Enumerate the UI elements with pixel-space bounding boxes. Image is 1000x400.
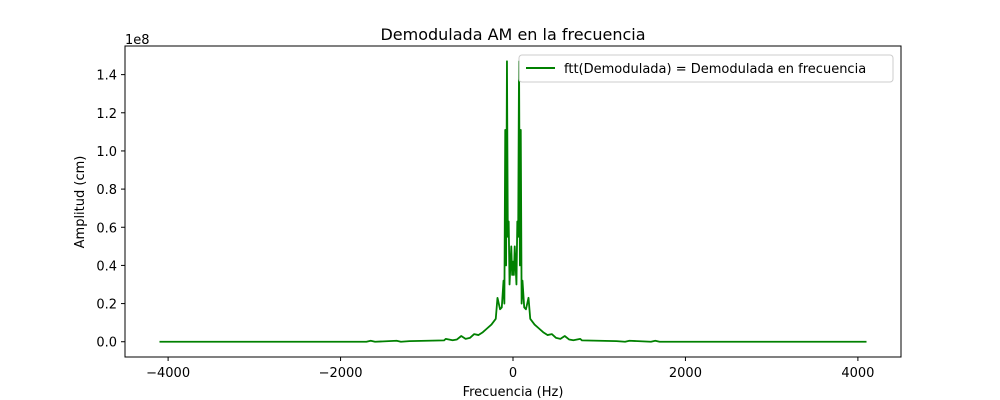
chart-title: Demodulada AM en la frecuencia: [380, 25, 645, 44]
legend: ftt(Demodulada) = Demodulada en frecuenc…: [518, 54, 894, 83]
legend-box: [518, 54, 894, 83]
x-tick-label: 2000: [669, 366, 702, 381]
y-axis-label: Amplitud (cm): [73, 156, 88, 249]
y-tick-label: 1.2: [96, 107, 117, 122]
y-tick-label: 0.2: [96, 298, 117, 313]
legend-entry-label: ftt(Demodulada) = Demodulada en frecuenc…: [564, 62, 866, 77]
plot-area: [159, 60, 867, 343]
y-axis: 0.0 0.2 0.4 0.6 0.8 1.0 1.2 1.4: [96, 69, 125, 351]
x-tick-label: −4000: [146, 366, 190, 381]
y-tick-label: 0.4: [96, 259, 117, 274]
x-tick-label: −2000: [319, 366, 363, 381]
y-tick-label: 0.8: [96, 183, 117, 198]
y-tick-label: 1.0: [96, 145, 117, 160]
y-tick-label: 0.0: [96, 336, 117, 351]
x-tick-label: 4000: [841, 366, 874, 381]
series-line: [159, 60, 867, 343]
x-axis: −4000 −2000 0 2000 4000: [146, 357, 874, 381]
y-tick-label: 0.6: [96, 221, 117, 236]
x-axis-label: Frecuencia (Hz): [463, 385, 564, 400]
x-tick-label: 0: [509, 366, 517, 381]
y-tick-label: 1.4: [96, 69, 117, 84]
y-offset-label: 1e8: [125, 33, 150, 48]
